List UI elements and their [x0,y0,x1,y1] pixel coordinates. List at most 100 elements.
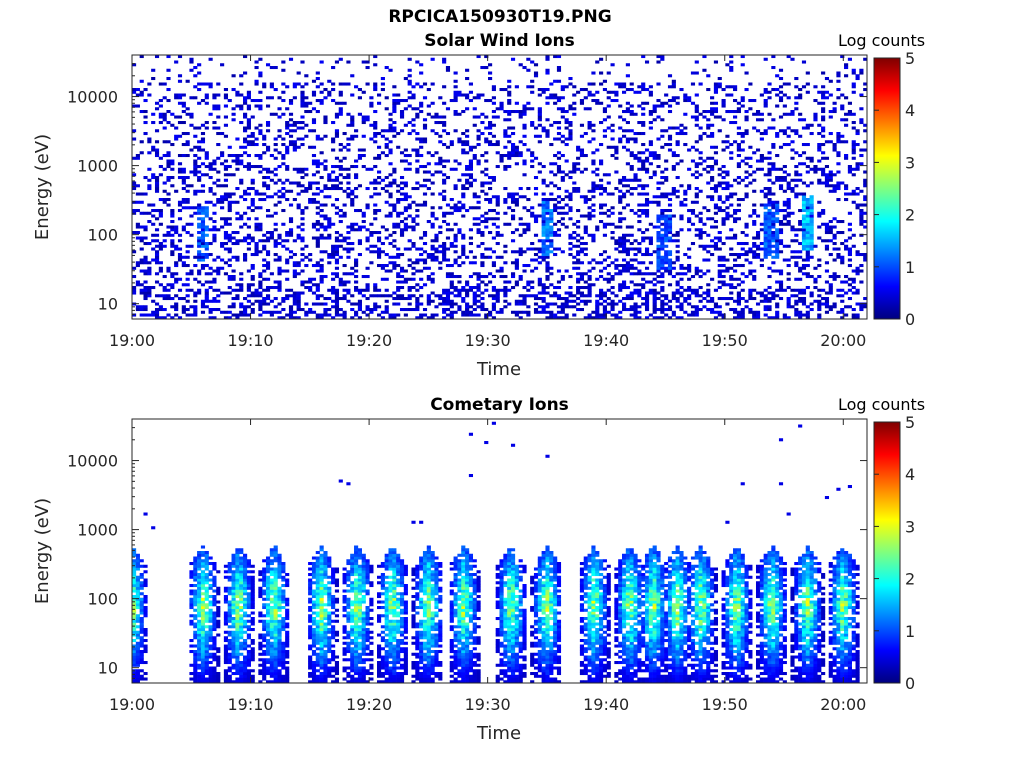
heatmap-cell [170,123,175,127]
heatmap-cell [733,233,738,237]
heatmap-cell [407,258,412,262]
heatmap-cell [315,313,320,317]
heatmap-cell [522,286,527,290]
heatmap-cell [648,112,653,116]
heatmap-cell [656,308,661,312]
heatmap-cell [752,209,757,213]
heatmap-cell [204,272,209,276]
heatmap-cell [449,242,454,246]
heatmap-cell [549,170,554,174]
heatmap-cell [683,297,688,301]
heatmap-cell [327,233,332,237]
heatmap-cell [265,104,271,108]
heatmap-cell [798,88,803,92]
heatmap-cell [388,233,393,237]
heatmap-cell [334,236,340,240]
heatmap-cell [415,181,420,185]
heatmap-cell [197,126,202,130]
heatmap-cell [346,181,351,185]
heatmap-cell [369,96,374,100]
heatmap-cell [809,222,814,226]
heatmap-cell [840,294,845,298]
heatmap-cell [633,156,638,160]
heatmap-cell [200,148,206,152]
heatmap-cell [346,82,351,86]
heatmap-cell [269,170,274,174]
heatmap-cell [629,233,634,237]
heatmap-cell [484,225,489,229]
heatmap-cell [235,154,240,158]
heatmap-cell [254,137,259,141]
heatmap-cell [445,222,451,226]
heatmap-cell [545,134,550,138]
heatmap-cell [380,151,385,155]
heatmap-cell [847,165,852,169]
heatmap-cell [227,165,232,169]
heatmap-cell [553,198,558,202]
heatmap-cell [801,60,807,64]
heatmap-cell [801,266,807,270]
heatmap-cell [461,195,466,199]
heatmap-cell [388,129,393,133]
heatmap-cell [315,170,320,174]
heatmap-cell [667,228,673,232]
heatmap-cell [698,134,703,138]
heatmap-cell [476,288,481,292]
heatmap-cell [177,134,183,138]
heatmap-cell [388,203,393,207]
heatmap-cell [572,93,577,97]
heatmap-cell [733,99,738,103]
heatmap-cell [396,286,401,290]
heatmap-cell [285,294,290,298]
heatmap-cell [300,280,305,284]
heatmap-cell [315,288,320,292]
heatmap-cell [599,162,604,166]
heatmap-cell [698,156,703,160]
heatmap-cell [610,154,615,158]
heatmap-cell [602,211,607,215]
heatmap-cell [239,283,244,287]
heatmap-cell [334,299,340,303]
heatmap-cell [644,214,650,218]
heatmap-cell [545,233,550,237]
heatmap-cell [311,159,317,163]
heatmap-cell [465,209,470,213]
heatmap-cell [507,195,512,199]
colorbar-label-cometary: Log counts [838,395,926,414]
heatmap-cell [419,269,424,273]
heatmap-cell [147,211,152,215]
heatmap-cell [430,82,435,86]
heatmap-cell [220,63,225,67]
heatmap-cell [377,264,382,268]
heatmap-cell [415,148,420,152]
heatmap-cell [373,132,378,136]
heatmap-cell [258,198,263,202]
heatmap-cell [679,159,684,163]
heatmap-cell [801,288,807,292]
heatmap-cell [491,250,496,254]
heatmap-cell [185,264,190,268]
heatmap-cell [713,162,719,166]
heatmap-cell [706,134,711,138]
heatmap-cell [767,151,772,155]
heatmap-cell [453,71,458,75]
heatmap-cell [151,214,156,218]
heatmap-cell [396,297,401,301]
heatmap-cell [265,297,271,301]
heatmap-cell [568,192,573,196]
heatmap-cell [369,261,374,265]
heatmap-cell [411,217,416,221]
heatmap-cell [587,316,592,320]
heatmap-cell [495,291,500,295]
heatmap-cell [602,250,607,254]
heatmap-cell [223,236,229,240]
heatmap-cell [549,143,554,147]
heatmap-cell [331,250,336,254]
heatmap-cell [530,286,535,290]
heatmap-cell [771,192,776,196]
heatmap-cell [369,222,374,226]
heatmap-cell [258,57,263,61]
heatmap-cell [656,231,661,235]
heatmap-cell [763,299,768,303]
heatmap-cell [637,121,642,125]
